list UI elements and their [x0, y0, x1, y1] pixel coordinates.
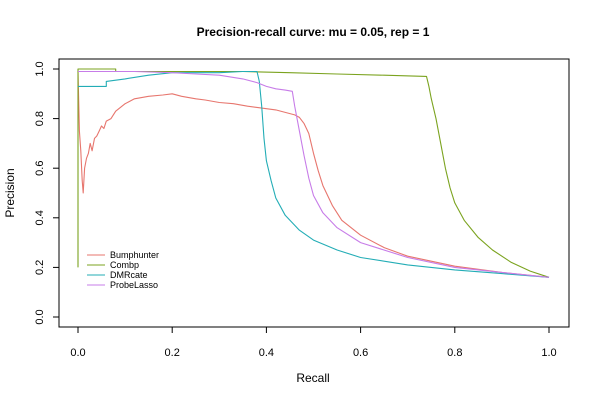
x-tick-label: 0.2 — [165, 347, 180, 359]
series-layer — [77, 68, 550, 278]
x-axis: 0.0 0.2 0.4 0.6 0.8 1.0 — [70, 326, 557, 359]
y-tick-label: 0.0 — [34, 309, 46, 324]
y-axis-label: Precision — [3, 168, 17, 217]
x-tick-label: 0.6 — [353, 347, 368, 359]
y-tick-label: 0.6 — [34, 161, 46, 176]
series-line-probelasso — [78, 70, 550, 278]
legend-label: Bumphunter — [110, 250, 159, 260]
legend-label: DMRcate — [110, 270, 148, 280]
y-tick-label: 1.0 — [34, 61, 46, 76]
x-tick-label: 0.4 — [259, 347, 274, 359]
x-tick-label: 1.0 — [541, 347, 556, 359]
legend-label: ProbeLasso — [110, 280, 158, 290]
series-line-bumphunter — [77, 71, 550, 278]
legend-label: Combp — [110, 260, 139, 270]
series-line-combp — [77, 68, 550, 278]
x-axis-label: Recall — [296, 371, 329, 385]
y-tick-label: 0.2 — [34, 260, 46, 275]
y-tick-label: 0.8 — [34, 111, 46, 126]
series-line-dmrcate — [78, 70, 550, 278]
chart-title: Precision-recall curve: mu = 0.05, rep =… — [197, 25, 430, 39]
y-tick-label: 0.4 — [34, 210, 46, 225]
y-axis: 0.0 0.2 0.4 0.6 0.8 1.0 — [34, 61, 60, 325]
x-tick-label: 0.0 — [70, 347, 85, 359]
x-tick-label: 0.8 — [447, 347, 462, 359]
